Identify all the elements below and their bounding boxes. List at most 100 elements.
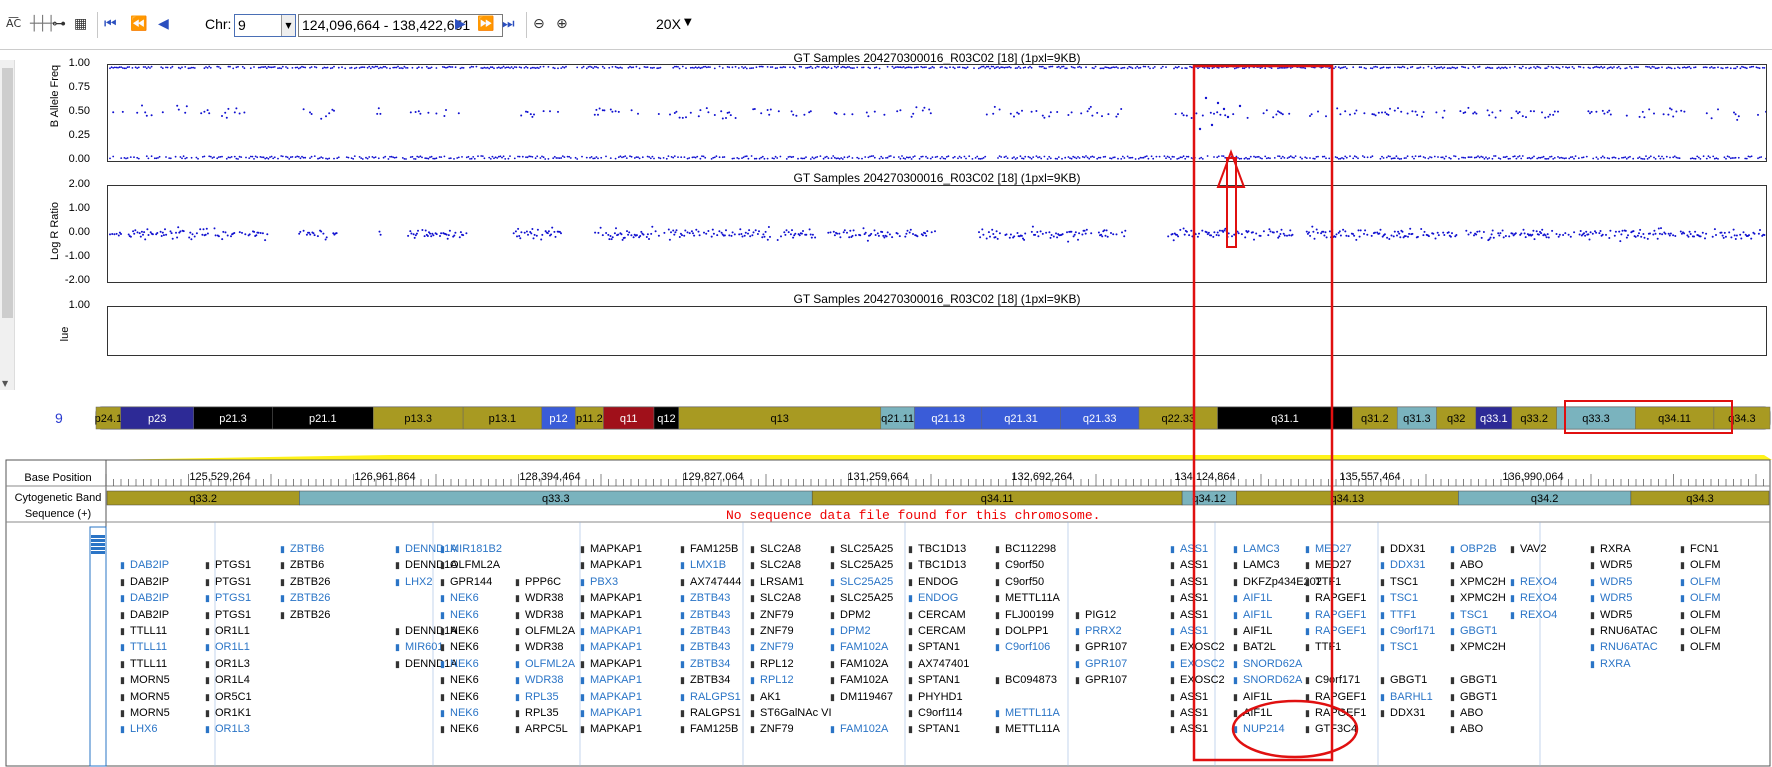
gene-glyph-icon[interactable]: ▮ [1380, 593, 1385, 604]
gene-label[interactable]: SLC2A8 [760, 559, 801, 572]
gene-glyph-icon[interactable]: ▮ [1380, 609, 1385, 620]
gene-label[interactable]: TTF1 [1315, 575, 1342, 588]
gene-glyph-icon[interactable]: ▮ [1450, 724, 1455, 735]
gene-glyph-icon[interactable]: ▮ [1170, 675, 1175, 686]
gene-glyph-icon[interactable]: ▮ [395, 626, 400, 636]
zoom-dropdown-icon[interactable]: ▼ [684, 17, 692, 28]
gene-label[interactable]: OLFM [1690, 592, 1721, 605]
gene-glyph-icon[interactable]: ▮ [995, 609, 1000, 620]
gene-label[interactable]: FAM102A [840, 723, 889, 736]
scrollbar-thumb[interactable] [2, 68, 13, 318]
gene-label[interactable]: ZNF79 [760, 625, 794, 637]
gene-label[interactable]: OR1L3 [215, 723, 250, 736]
gene-label[interactable]: ABO [1460, 707, 1484, 719]
gene-glyph-icon[interactable]: ▮ [1075, 626, 1080, 636]
gene-glyph-icon[interactable]: ▮ [1450, 626, 1455, 636]
gene-glyph-icon[interactable]: ▮ [120, 593, 125, 604]
gene-label[interactable]: AK1 [760, 690, 781, 703]
gene-glyph-icon[interactable]: ▮ [830, 609, 835, 620]
gene-label[interactable]: OLFM [1690, 608, 1721, 621]
gene-glyph-icon[interactable]: ▮ [1170, 544, 1175, 554]
gene-label[interactable]: PRRX2 [1085, 625, 1122, 637]
gene-glyph-icon[interactable]: ▮ [515, 576, 520, 587]
gene-label[interactable]: DAB2IP [130, 592, 170, 605]
gene-glyph-icon[interactable]: ▮ [1233, 724, 1238, 735]
gene-glyph-icon[interactable]: ▮ [1380, 544, 1385, 554]
gene-glyph-icon[interactable]: ▮ [280, 593, 285, 604]
gene-scroll-strip[interactable] [89, 526, 107, 767]
gene-label[interactable]: MIR601 [405, 641, 444, 654]
gene-glyph-icon[interactable]: ▮ [1075, 609, 1080, 620]
gene-label[interactable]: FAM125B [690, 723, 739, 736]
gene-label[interactable]: ASS1 [1180, 707, 1209, 719]
scroll-down-icon[interactable]: ▼ [2, 379, 9, 388]
gene-glyph-icon[interactable]: ▮ [1170, 609, 1175, 620]
gene-label[interactable]: SLC2A8 [760, 543, 801, 555]
gene-label[interactable]: OLFM [1690, 641, 1721, 654]
gene-glyph-icon[interactable]: ▮ [1305, 576, 1310, 587]
gene-label[interactable]: ENDOG [918, 592, 959, 605]
gene-glyph-icon[interactable]: ▮ [1680, 626, 1685, 636]
gene-label[interactable]: OR5C1 [215, 690, 252, 703]
gene-label[interactable]: SLC25A25 [840, 543, 894, 555]
gene-label[interactable]: DOLPP1 [1005, 625, 1049, 637]
gene-glyph-icon[interactable]: ▮ [515, 675, 520, 686]
gene-glyph-icon[interactable]: ▮ [205, 691, 210, 702]
gene-glyph-icon[interactable]: ▮ [440, 626, 445, 636]
gene-label[interactable]: ZNF79 [760, 608, 794, 621]
gene-glyph-icon[interactable]: ▮ [515, 724, 520, 735]
gene-glyph-icon[interactable]: ▮ [440, 658, 445, 669]
gene-label[interactable]: MAPKAP1 [590, 707, 642, 719]
gene-label[interactable]: CERCAM [918, 608, 966, 621]
gene-glyph-icon[interactable]: ▮ [515, 626, 520, 636]
gene-label[interactable]: BARHL1 [1390, 690, 1433, 703]
gene-glyph-icon[interactable]: ▮ [280, 609, 285, 620]
gene-glyph-icon[interactable]: ▮ [908, 724, 913, 735]
gene-glyph-icon[interactable]: ▮ [1510, 609, 1515, 620]
gene-glyph-icon[interactable]: ▮ [120, 658, 125, 669]
gene-glyph-icon[interactable]: ▮ [1075, 675, 1080, 686]
chr-select[interactable]: 9 ▼ [234, 14, 296, 37]
gene-label[interactable]: ZBTB43 [690, 592, 731, 605]
gene-label[interactable]: DPM2 [840, 625, 871, 637]
gene-label[interactable]: RALGPS1 [690, 690, 741, 703]
gene-glyph-icon[interactable]: ▮ [830, 658, 835, 669]
gene-glyph-icon[interactable]: ▮ [830, 675, 835, 686]
gene-label[interactable]: TBC1D13 [918, 559, 967, 572]
gene-label[interactable]: REXO4 [1520, 608, 1558, 621]
gene-glyph-icon[interactable]: ▮ [750, 544, 755, 554]
gene-glyph-icon[interactable]: ▮ [1510, 544, 1515, 554]
gene-label[interactable]: C9orf50 [1005, 559, 1045, 572]
gene-label[interactable]: MAPKAP1 [590, 592, 642, 605]
gene-label[interactable]: VAV2 [1520, 543, 1547, 555]
gene-glyph-icon[interactable]: ▮ [680, 560, 685, 571]
gene-label[interactable]: PPP6C [525, 575, 562, 588]
gene-label[interactable]: BAT2L [1243, 641, 1276, 654]
gene-label[interactable]: SPTAN1 [918, 674, 960, 687]
gene-label[interactable]: LAMC3 [1243, 559, 1280, 572]
gene-label[interactable]: AIF1L [1243, 592, 1273, 605]
gene-label[interactable]: ZBTB43 [690, 608, 731, 621]
gene-label[interactable]: ZBTB26 [290, 592, 331, 605]
gene-label[interactable]: LMX1B [690, 559, 727, 572]
gene-label[interactable]: NEK6 [450, 625, 479, 637]
gene-glyph-icon[interactable]: ▮ [750, 560, 755, 571]
gene-glyph-icon[interactable]: ▮ [680, 576, 685, 587]
gene-glyph-icon[interactable]: ▮ [1380, 675, 1385, 686]
gene-glyph-icon[interactable]: ▮ [1450, 576, 1455, 587]
gene-label[interactable]: AX747444 [690, 575, 742, 588]
gene-glyph-icon[interactable]: ▮ [1590, 642, 1595, 653]
gene-label[interactable]: SLC25A25 [840, 575, 894, 588]
gene-glyph-icon[interactable]: ▮ [1380, 626, 1385, 636]
gene-glyph-icon[interactable]: ▮ [120, 642, 125, 653]
gene-glyph-icon[interactable]: ▮ [1233, 560, 1238, 571]
gene-glyph-icon[interactable]: ▮ [440, 560, 445, 571]
gene-label[interactable]: C9orf114 [918, 707, 963, 719]
text-case-icon[interactable]: A͞C [6, 17, 22, 30]
gene-label[interactable]: AIF1L [1243, 690, 1273, 703]
gene-label[interactable]: LRSAM1 [760, 575, 805, 588]
gene-glyph-icon[interactable]: ▮ [205, 724, 210, 735]
gene-label[interactable]: GTF3C4 [1315, 723, 1358, 736]
range-input[interactable]: 124,096,664 - 138,422,651 [298, 14, 503, 37]
gene-label[interactable]: EXOSC2 [1180, 674, 1225, 687]
